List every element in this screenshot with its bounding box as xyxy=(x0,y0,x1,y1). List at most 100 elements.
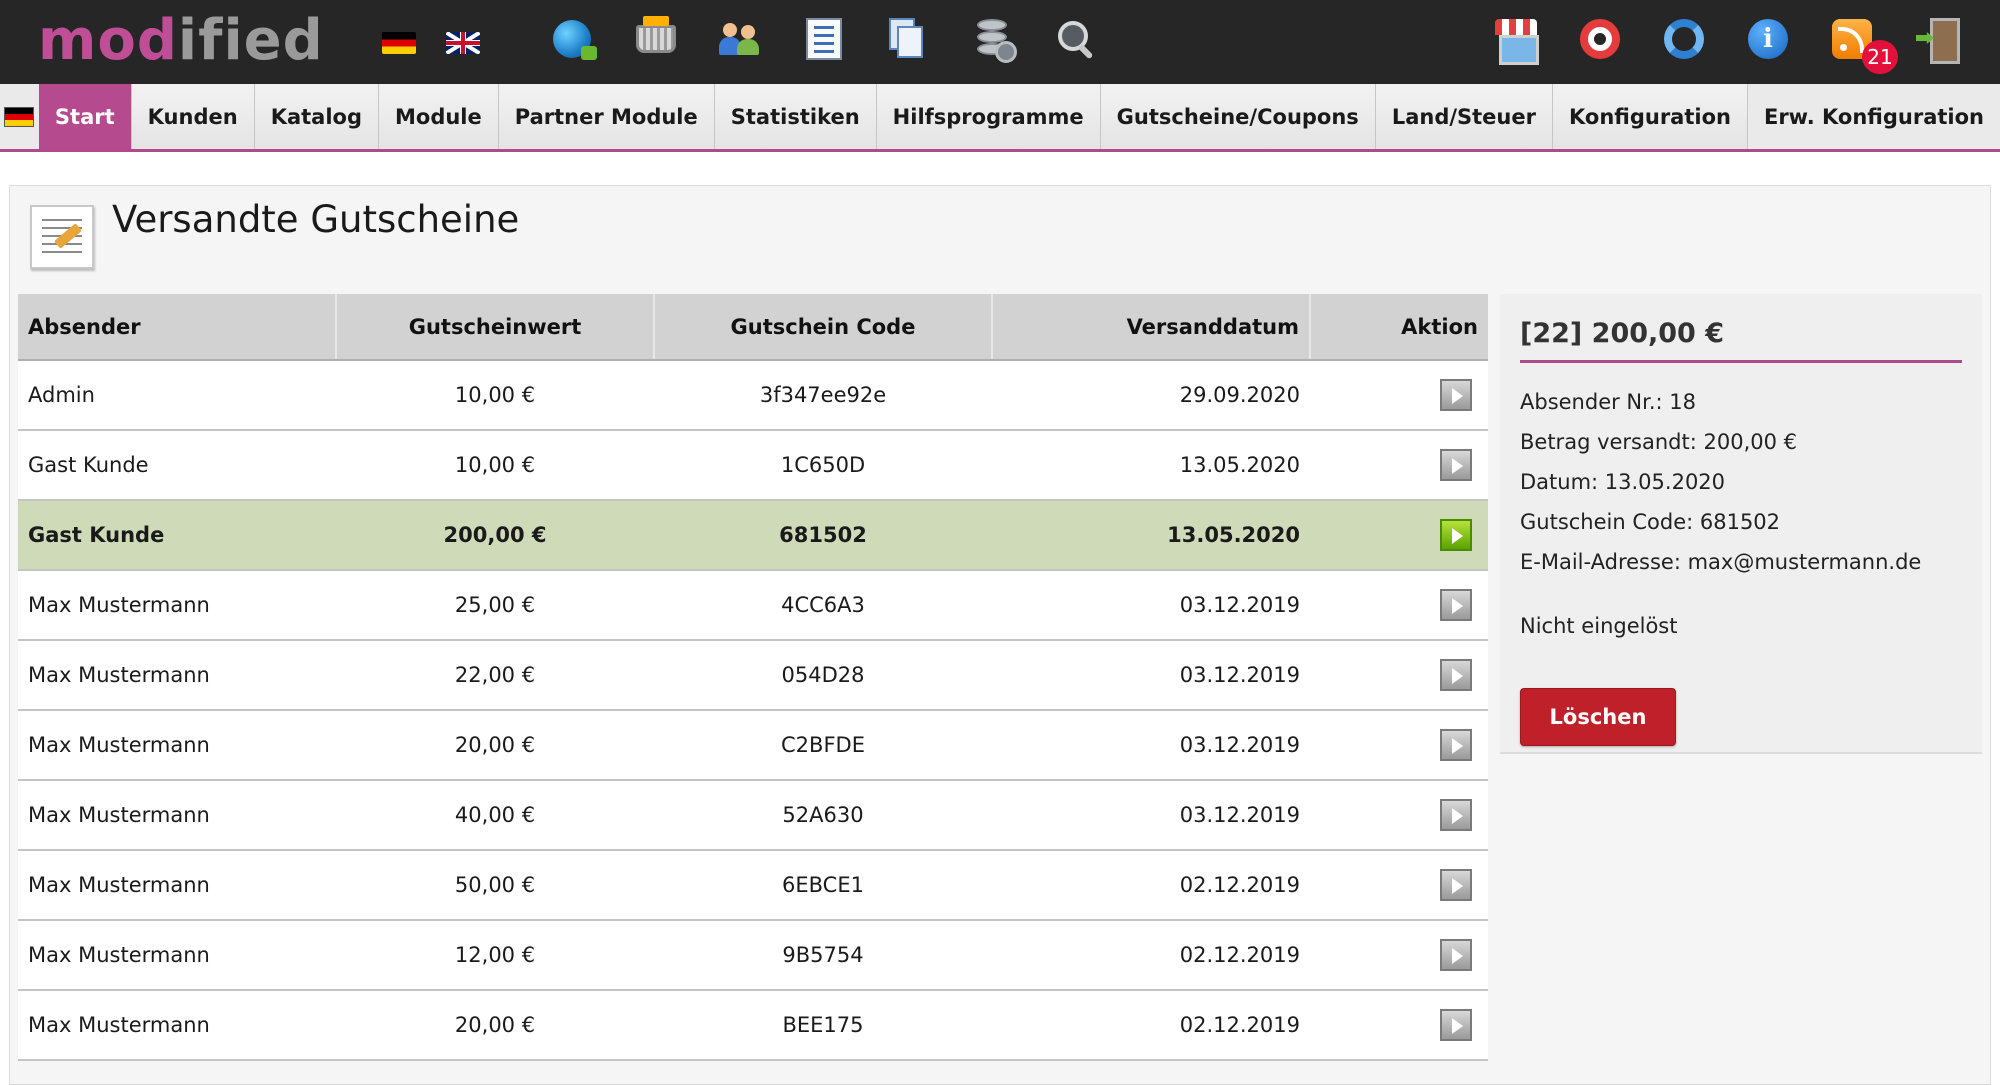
arrow-right-icon[interactable] xyxy=(1440,1009,1472,1041)
nav-item-partner-module[interactable]: Partner Module xyxy=(498,84,715,149)
cell-sender: Max Mustermann xyxy=(18,920,336,991)
cell-sender: Max Mustermann xyxy=(18,780,336,851)
cell-action xyxy=(1310,780,1488,851)
arrow-right-icon[interactable] xyxy=(1440,939,1472,971)
logo[interactable]: modified xyxy=(38,8,324,73)
nav-item-katalog[interactable]: Katalog xyxy=(254,84,379,149)
cell-code: 1C650D xyxy=(654,430,992,501)
cell-value: 12,00 € xyxy=(336,920,654,991)
nav-item-start[interactable]: Start xyxy=(38,84,132,149)
detail-date: Datum: 13.05.2020 xyxy=(1520,470,1726,494)
nav-item-erw-konfiguration[interactable]: Erw. Konfiguration xyxy=(1763,104,1984,129)
cell-code: 6EBCE1 xyxy=(654,850,992,921)
sync-icon[interactable] xyxy=(1661,16,1707,62)
arrow-right-icon[interactable] xyxy=(1440,519,1472,551)
nav-item-statistiken[interactable]: Statistiken xyxy=(714,84,877,149)
cell-value: 10,00 € xyxy=(336,430,654,501)
arrow-right-icon[interactable] xyxy=(1440,379,1472,411)
arrow-right-icon[interactable] xyxy=(1440,799,1472,831)
globe-icon[interactable] xyxy=(549,16,597,62)
notification-badge: 21 xyxy=(1862,40,1898,74)
cell-action xyxy=(1310,500,1488,571)
nav-item-land-steuer[interactable]: Land/Steuer xyxy=(1375,84,1553,149)
arrow-right-icon[interactable] xyxy=(1440,659,1472,691)
table-row[interactable]: Max Mustermann 20,00 € C2BFDE 03.12.2019 xyxy=(18,710,1488,781)
cell-action xyxy=(1310,360,1488,431)
rss-icon[interactable] xyxy=(1829,16,1875,62)
logout-icon[interactable] xyxy=(1913,16,1960,64)
arrow-right-icon[interactable] xyxy=(1440,729,1472,761)
cell-action xyxy=(1310,920,1488,991)
cell-code: C2BFDE xyxy=(654,710,992,781)
cell-date: 02.12.2019 xyxy=(992,850,1310,921)
table-row[interactable]: Gast Kunde 200,00 €681502 13.05.2020 xyxy=(18,500,1488,571)
cell-sender: Max Mustermann xyxy=(18,570,336,641)
detail-status: Nicht eingelöst xyxy=(1520,614,1678,638)
table-header-row: Absender Gutscheinwert Gutschein Code Ve… xyxy=(18,294,1488,361)
search-icon[interactable] xyxy=(1053,16,1099,62)
table-row[interactable]: Gast Kunde 10,00 €1C650D 13.05.2020 xyxy=(18,430,1488,501)
cell-date: 03.12.2019 xyxy=(992,780,1310,851)
help-icon[interactable] xyxy=(1577,16,1623,62)
cell-code: 52A630 xyxy=(654,780,992,851)
arrow-right-icon[interactable] xyxy=(1440,869,1472,901)
cell-value: 10,00 € xyxy=(336,360,654,431)
shop-icon[interactable] xyxy=(1493,16,1539,65)
cell-date: 13.05.2020 xyxy=(992,430,1310,501)
table-row[interactable]: Max Mustermann 25,00 €4CC6A3 03.12.2019 xyxy=(18,570,1488,641)
arrow-right-icon[interactable] xyxy=(1440,589,1472,621)
detail-divider xyxy=(1520,360,1962,363)
cell-sender: Max Mustermann xyxy=(18,710,336,781)
cell-sender: Admin xyxy=(18,360,336,431)
cell-date: 02.12.2019 xyxy=(992,920,1310,991)
delete-button[interactable]: Löschen xyxy=(1520,688,1676,746)
nav-item-kunden[interactable]: Kunden xyxy=(131,84,255,149)
cell-value: 25,00 € xyxy=(336,570,654,641)
document-icon[interactable] xyxy=(801,16,847,62)
cell-sender: Gast Kunde xyxy=(18,500,336,571)
cell-action xyxy=(1310,570,1488,641)
cell-code: 681502 xyxy=(654,500,992,571)
detail-sender-no: Absender Nr.: 18 xyxy=(1520,390,1696,414)
cell-sender: Max Mustermann xyxy=(18,640,336,711)
cell-date: 03.12.2019 xyxy=(992,710,1310,781)
basket-icon[interactable] xyxy=(633,16,679,62)
table-row[interactable]: Max Mustermann 12,00 €9B5754 02.12.2019 xyxy=(18,920,1488,991)
table-row[interactable]: Max Mustermann 22,00 €054D28 03.12.2019 xyxy=(18,640,1488,711)
cell-code: 3f347ee92e xyxy=(654,360,992,431)
nav-item-konfiguration[interactable]: Konfiguration xyxy=(1552,84,1748,149)
table-row[interactable]: Max Mustermann 20,00 € BEE175 02.12.2019 xyxy=(18,990,1488,1061)
cell-date: 03.12.2019 xyxy=(992,570,1310,641)
nav-item-gutscheine[interactable]: Gutscheine/Coupons xyxy=(1100,84,1376,149)
nav-item-hilfsprogramme[interactable]: Hilfsprogramme xyxy=(876,84,1101,149)
detail-code: Gutschein Code: 681502 xyxy=(1520,510,1781,534)
cell-value: 20,00 € xyxy=(336,990,654,1061)
voucher-detail-panel: [22] 200,00 € Absender Nr.: 18 Betrag ve… xyxy=(1500,294,1982,754)
cell-date: 13.05.2020 xyxy=(992,500,1310,571)
language-flag-icon[interactable] xyxy=(0,84,39,149)
cell-date: 29.09.2020 xyxy=(992,360,1310,431)
page-title: Versandte Gutscheine xyxy=(112,198,520,241)
main-nav: Start Kunden Katalog Module Partner Modu… xyxy=(0,84,2000,152)
customers-icon[interactable] xyxy=(717,16,763,62)
table-row[interactable]: Max Mustermann 50,00 €6EBCE1 02.12.2019 xyxy=(18,850,1488,921)
vouchers-table: Absender Gutscheinwert Gutschein Code Ve… xyxy=(18,294,1488,1061)
database-icon[interactable] xyxy=(969,16,1017,63)
detail-title: [22] 200,00 € xyxy=(1520,318,1725,349)
documents-icon[interactable] xyxy=(885,16,931,62)
cell-value: 200,00 € xyxy=(336,500,654,571)
table-row[interactable]: Admin 10,00 €3f347ee92e 29.09.2020 xyxy=(18,360,1488,431)
cell-code: BEE175 xyxy=(654,990,992,1061)
flag-de-icon[interactable] xyxy=(382,32,416,54)
flag-uk-icon[interactable] xyxy=(446,32,480,54)
arrow-right-icon[interactable] xyxy=(1440,449,1472,481)
top-bar: modified i 21 xyxy=(0,0,2000,84)
cell-sender: Gast Kunde xyxy=(18,430,336,501)
cell-action xyxy=(1310,990,1488,1061)
table-row[interactable]: Max Mustermann 40,00 €52A630 03.12.2019 xyxy=(18,780,1488,851)
info-icon[interactable]: i xyxy=(1745,16,1791,62)
cell-action xyxy=(1310,710,1488,781)
cell-value: 50,00 € xyxy=(336,850,654,921)
nav-item-module[interactable]: Module xyxy=(379,84,499,149)
column-header-action: Aktion xyxy=(1310,294,1488,361)
